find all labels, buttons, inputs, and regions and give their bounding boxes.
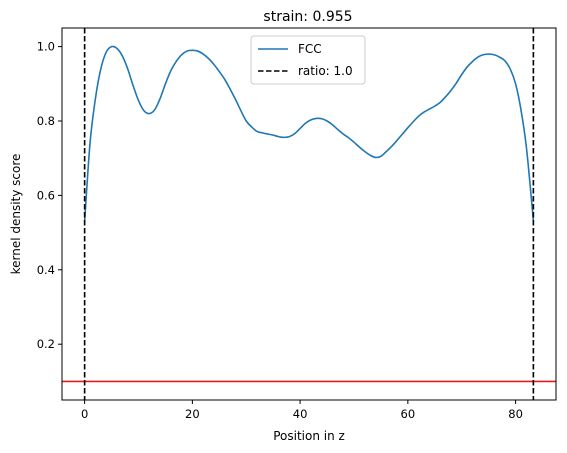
y-tick-label: 1.0 [37,40,55,54]
y-tick-label: 0.8 [37,114,55,128]
y-tick-label: 0.6 [37,188,55,202]
y-tick-label: 0.4 [37,263,55,277]
y-axis-label: kernel density score [9,154,23,275]
x-tick-label: 20 [185,407,200,421]
y-tick-label: 0.2 [37,337,55,351]
x-tick-label: 0 [81,407,88,421]
x-axis-ticks: 0 20 40 60 80 [81,400,523,421]
x-tick-label: 60 [401,407,416,421]
fcc-series-line [83,45,535,222]
legend: FCC ratio: 1.0 [250,35,366,85]
legend-box [250,35,366,85]
plot-area [62,28,556,400]
series-layer [62,28,556,400]
y-axis-ticks: 0.2 0.4 0.6 0.8 1.0 [37,40,62,351]
x-tick-label: 40 [293,407,308,421]
x-tick-label: 80 [508,407,523,421]
plot-frame [61,27,557,401]
x-axis-label: Position in z [273,429,345,443]
chart-title: strain: 0.955 [263,9,352,25]
legend-ratio-label: ratio: 1.0 [298,64,353,78]
legend-fcc-label: FCC [298,42,322,56]
